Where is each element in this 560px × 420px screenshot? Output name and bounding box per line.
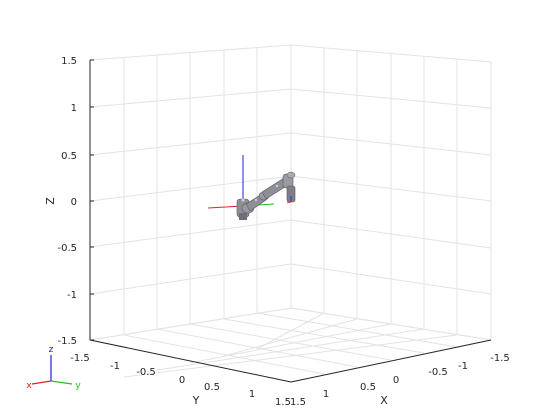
y-tick-label: -1.5 [70, 353, 90, 364]
y-tick-label: 0.5 [204, 382, 220, 393]
x-tick-label: 0.5 [360, 382, 376, 393]
back-left-wall-grid [89, 44, 292, 341]
x-tick-label: -0.5 [428, 367, 448, 378]
x-tick-label: 1.5 [290, 397, 306, 408]
x-tick-label: 1 [323, 389, 329, 400]
triad-x-label: x [26, 381, 32, 391]
triad-y-axis [50, 380, 73, 385]
y-tick-label: 1 [249, 389, 255, 400]
triad-x-axis [31, 380, 52, 385]
z-tick-label: 0 [71, 197, 77, 208]
y-axis-line [89, 339, 292, 383]
y-tick-labels: -1.5 -1 -0.5 0 0.5 1 1.5 [70, 353, 291, 408]
orientation-triad: z y x [26, 345, 81, 391]
z-tick-label: -1.5 [57, 336, 77, 347]
z-axis-label: Z [44, 197, 57, 205]
z-tick-marks [90, 59, 94, 341]
z-tick-label: -0.5 [57, 243, 77, 254]
z-tick-label: 1.5 [61, 56, 77, 67]
triad-y-label: y [75, 381, 81, 391]
z-tick-labels: 1.5 1 0.5 0 -0.5 -1 -1.5 [57, 56, 77, 347]
z-tick-label: 1 [71, 103, 77, 114]
back-right-wall-grid [290, 44, 492, 341]
x-axis-label: X [380, 394, 388, 407]
x-tick-label: -1.5 [490, 353, 510, 364]
z-tick-label: 0.5 [61, 151, 77, 162]
x-axis-line [290, 339, 492, 383]
y-tick-label: 0 [179, 375, 185, 386]
x-tick-label: -1 [458, 361, 468, 372]
y-tick-label: 1.5 [275, 397, 291, 408]
robot-arm[interactable] [236, 171, 296, 220]
y-axis-label: Y [192, 394, 200, 407]
y-tick-label: -0.5 [136, 367, 156, 378]
y-tick-label: -1 [110, 361, 120, 372]
x-tick-label: 0 [393, 375, 399, 386]
x-tick-labels: 1.5 1 0.5 0 -0.5 -1 -1.5 [290, 353, 510, 408]
triad-z-label: z [49, 345, 54, 355]
z-tick-label: -1 [67, 290, 77, 301]
